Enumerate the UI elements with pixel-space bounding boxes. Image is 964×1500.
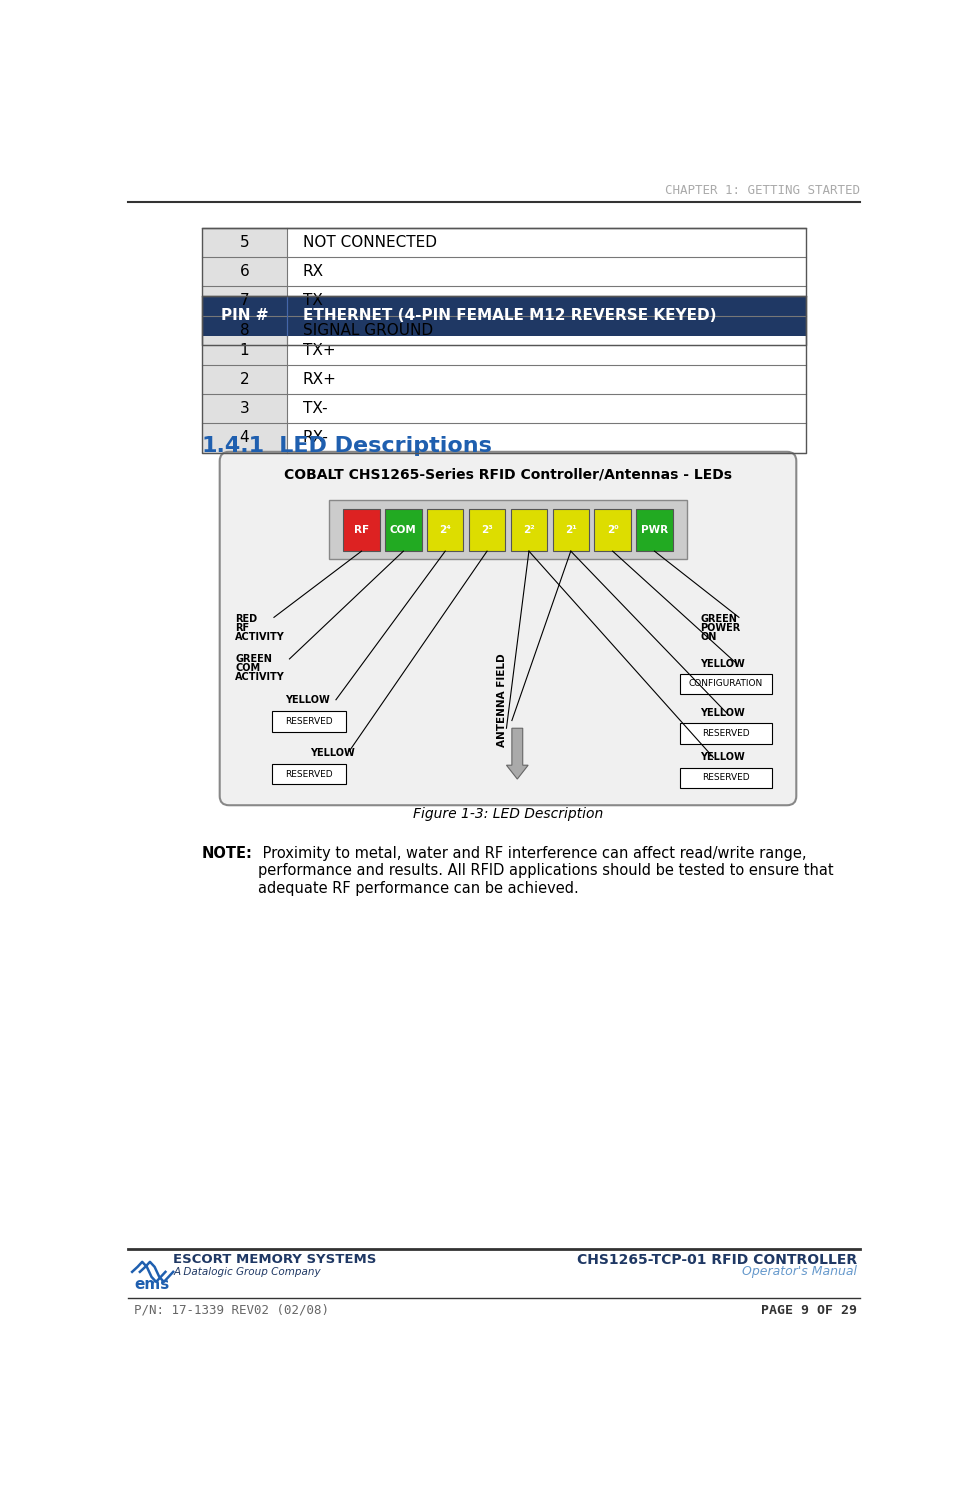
Text: TX-: TX- — [303, 400, 327, 416]
Text: ems: ems — [134, 1278, 170, 1293]
Bar — [287, 286, 806, 315]
Text: ANTENNA FIELD: ANTENNA FIELD — [496, 652, 507, 747]
Text: PWR: PWR — [641, 525, 668, 536]
Bar — [636, 509, 673, 550]
Text: 7: 7 — [240, 294, 250, 309]
Bar — [680, 723, 771, 744]
Text: POWER: POWER — [700, 622, 740, 633]
Text: 4: 4 — [240, 430, 250, 445]
Text: RESERVED: RESERVED — [702, 774, 750, 783]
Text: A Datalogic Group Company: A Datalogic Group Company — [174, 1268, 321, 1276]
Bar — [511, 509, 548, 550]
Text: ACTIVITY: ACTIVITY — [235, 672, 285, 682]
Bar — [272, 711, 346, 732]
Bar — [201, 228, 287, 256]
Bar — [552, 509, 589, 550]
Text: 2⁰: 2⁰ — [606, 525, 619, 536]
Text: 6: 6 — [240, 264, 250, 279]
Bar — [427, 509, 464, 550]
Bar — [201, 256, 287, 286]
Text: GREEN: GREEN — [700, 614, 737, 624]
Text: 2: 2 — [240, 372, 250, 387]
Text: PIN #: PIN # — [221, 308, 268, 322]
Text: GREEN: GREEN — [235, 654, 272, 664]
Text: RESERVED: RESERVED — [702, 729, 750, 738]
Text: ETHERNET (4-PIN FEMALE M12 REVERSE KEYED): ETHERNET (4-PIN FEMALE M12 REVERSE KEYED… — [303, 308, 716, 322]
Text: PAGE 9 OF 29: PAGE 9 OF 29 — [761, 1304, 857, 1317]
Text: CHAPTER 1: GETTING STARTED: CHAPTER 1: GETTING STARTED — [665, 184, 860, 196]
Bar — [386, 509, 421, 550]
Text: P/N: 17-1339 REV02 (02/08): P/N: 17-1339 REV02 (02/08) — [134, 1304, 330, 1317]
Bar — [201, 296, 806, 453]
Bar — [287, 228, 806, 256]
Text: TX: TX — [303, 294, 323, 309]
Text: 1.4.1: 1.4.1 — [201, 435, 265, 456]
Bar — [595, 509, 630, 550]
Text: CONFIGURATION: CONFIGURATION — [688, 680, 763, 688]
Bar — [330, 500, 686, 560]
Bar — [201, 315, 287, 345]
Bar — [287, 336, 806, 364]
Bar — [201, 336, 287, 364]
Text: YELLOW: YELLOW — [700, 753, 745, 762]
Bar — [680, 768, 771, 789]
Text: RESERVED: RESERVED — [285, 770, 333, 778]
Text: RESERVED: RESERVED — [285, 717, 333, 726]
Bar — [287, 423, 806, 453]
Text: COBALT CHS1265-Series RFID Controller/Antennas - LEDs: COBALT CHS1265-Series RFID Controller/An… — [284, 468, 732, 482]
Text: YELLOW: YELLOW — [310, 748, 355, 758]
Bar — [287, 364, 806, 394]
Text: COM: COM — [235, 663, 260, 674]
Text: 2¹: 2¹ — [565, 525, 576, 536]
Text: 2⁴: 2⁴ — [440, 525, 451, 536]
Text: SIGNAL GROUND: SIGNAL GROUND — [303, 322, 433, 338]
Text: 2³: 2³ — [481, 525, 493, 536]
Text: YELLOW: YELLOW — [284, 694, 330, 705]
Bar — [201, 423, 287, 453]
Text: Proximity to metal, water and RF interference can affect read/write range,
perfo: Proximity to metal, water and RF interfe… — [258, 846, 834, 895]
Text: RX: RX — [303, 264, 324, 279]
Text: LED Descriptions: LED Descriptions — [256, 435, 492, 456]
Text: 2²: 2² — [523, 525, 535, 536]
Bar — [272, 764, 346, 784]
Text: 1: 1 — [240, 342, 250, 357]
Text: NOT CONNECTED: NOT CONNECTED — [303, 236, 437, 250]
Text: COM: COM — [390, 525, 416, 536]
Text: YELLOW: YELLOW — [700, 708, 745, 718]
Bar — [201, 364, 287, 394]
Bar — [469, 509, 505, 550]
FancyBboxPatch shape — [220, 452, 796, 806]
Bar — [343, 509, 380, 550]
Text: ACTIVITY: ACTIVITY — [235, 633, 285, 642]
Text: Operator's Manual: Operator's Manual — [741, 1266, 857, 1278]
Bar — [201, 394, 287, 423]
Bar — [287, 394, 806, 423]
Text: 5: 5 — [240, 236, 250, 250]
Text: RED: RED — [235, 614, 257, 624]
Text: NOTE:: NOTE: — [201, 846, 253, 861]
Text: Figure 1-3: LED Description: Figure 1-3: LED Description — [413, 807, 603, 822]
Text: 8: 8 — [240, 322, 250, 338]
Text: YELLOW: YELLOW — [700, 658, 745, 669]
Text: CHS1265-TCP-01 RFID CONTROLLER: CHS1265-TCP-01 RFID CONTROLLER — [576, 1252, 857, 1266]
Text: RX+: RX+ — [303, 372, 336, 387]
FancyArrow shape — [506, 728, 528, 778]
Bar — [201, 286, 287, 315]
Text: TX+: TX+ — [303, 342, 335, 357]
Text: ESCORT MEMORY SYSTEMS: ESCORT MEMORY SYSTEMS — [174, 1252, 377, 1266]
Text: 3: 3 — [240, 400, 250, 416]
Bar — [201, 296, 806, 336]
Text: ON: ON — [700, 633, 716, 642]
Bar — [287, 256, 806, 286]
Bar — [201, 228, 806, 345]
Bar — [680, 674, 771, 694]
Bar — [287, 315, 806, 345]
Text: RX-: RX- — [303, 430, 329, 445]
Text: RF: RF — [235, 622, 250, 633]
Text: RF: RF — [354, 525, 369, 536]
